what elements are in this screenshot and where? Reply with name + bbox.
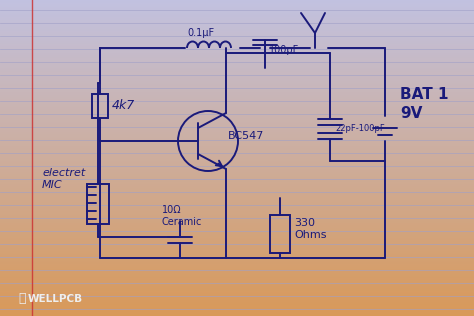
Text: WELLPCB: WELLPCB xyxy=(28,294,83,304)
Bar xyxy=(270,215,290,253)
Text: 22pF-100pF: 22pF-100pF xyxy=(335,124,385,133)
Text: Ⓦ: Ⓦ xyxy=(18,292,26,305)
Text: BC547: BC547 xyxy=(228,131,264,141)
Text: electret
MIC: electret MIC xyxy=(42,168,85,190)
Text: 100pF: 100pF xyxy=(269,45,299,55)
Text: 10Ω
Ceramic: 10Ω Ceramic xyxy=(162,205,202,227)
Bar xyxy=(92,94,108,118)
Text: 4k7: 4k7 xyxy=(112,99,135,112)
Text: BAT 1
9V: BAT 1 9V xyxy=(400,88,448,121)
Bar xyxy=(87,184,109,224)
Text: 330
Ohms: 330 Ohms xyxy=(294,218,327,240)
Text: 0.1µF: 0.1µF xyxy=(187,28,214,38)
